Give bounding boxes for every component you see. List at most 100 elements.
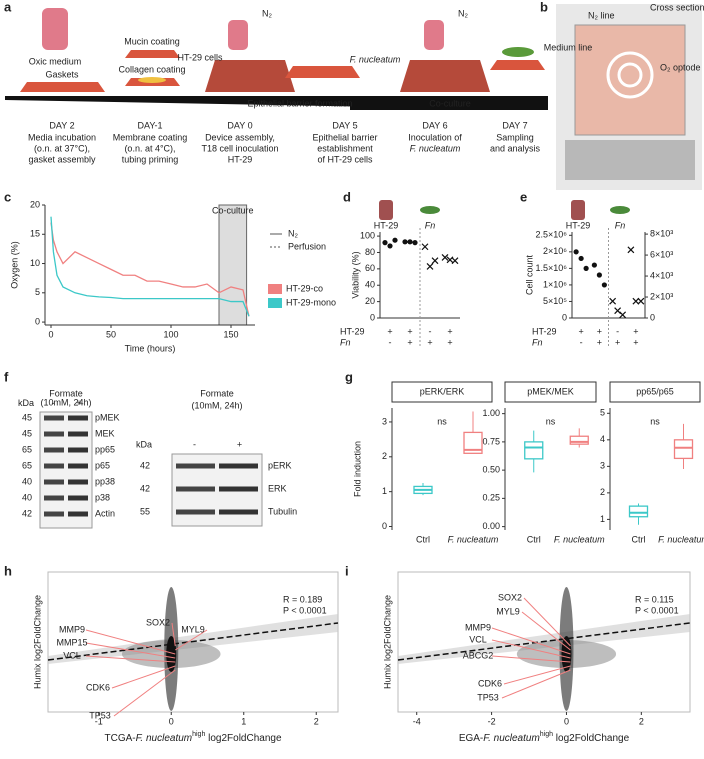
label: -	[52, 398, 55, 408]
gene-pointer	[85, 629, 176, 655]
y-tick-label: 20	[365, 296, 375, 306]
band	[68, 431, 88, 437]
day: DAY 0	[227, 120, 252, 130]
row-label: Fn	[532, 337, 543, 347]
point	[578, 255, 584, 262]
band	[68, 447, 88, 453]
band	[68, 415, 88, 421]
point	[451, 257, 459, 265]
kda-label: 65	[22, 444, 32, 454]
day-note: Membrane coating	[113, 132, 188, 142]
axis-title-part: EGA-	[459, 733, 483, 744]
day-note: T18 cell inoculation	[201, 143, 278, 153]
point	[426, 262, 434, 270]
gene-label: SOX2	[146, 617, 170, 627]
y2-tick-label: 2×10³	[650, 291, 673, 301]
bacteria-icon	[420, 206, 440, 214]
band	[68, 511, 88, 517]
legend-label: Perfusion	[288, 241, 326, 251]
significance: ns	[437, 416, 447, 426]
label: N₂	[262, 8, 272, 18]
band	[44, 415, 64, 421]
point	[392, 237, 398, 243]
legend-label: HT-29-co	[286, 283, 323, 293]
x-tick-label: Ctrl	[527, 534, 541, 544]
point	[627, 246, 635, 254]
label: N₂	[458, 8, 468, 18]
day-note: Device assembly,	[205, 132, 275, 142]
cell-icon	[379, 200, 393, 220]
axis-title-part: high	[540, 731, 553, 738]
band	[44, 447, 64, 453]
y-tick-label: 2.5×10⁶	[536, 230, 568, 240]
label: N₂ line	[588, 10, 615, 20]
y-tick-label: 0	[370, 312, 375, 322]
membrane	[285, 66, 360, 78]
gene-pointer	[85, 642, 176, 659]
band	[68, 463, 88, 469]
day-note: Sampling	[496, 132, 534, 142]
panel-a-art	[5, 8, 548, 110]
timeline	[350, 98, 548, 110]
label: F. nucleatum	[350, 54, 401, 64]
x-tick-label: 100	[163, 329, 178, 339]
point	[421, 243, 429, 251]
sign: +	[387, 326, 392, 336]
sign: +	[447, 326, 452, 336]
sign: +	[633, 326, 638, 336]
y2-tick-label: 0	[650, 312, 655, 322]
x-tick-label: 2	[639, 716, 644, 726]
y-tick-label: 2	[600, 487, 605, 497]
label: Formate	[200, 388, 234, 398]
label: Mucin coating	[124, 36, 180, 46]
axis-title-part: F. nucleatum	[483, 733, 540, 744]
device	[400, 60, 490, 92]
legend-label: HT-29-mono	[286, 297, 336, 307]
y-tick-label: 20	[30, 199, 40, 209]
sign: +	[407, 326, 412, 336]
gene-label: CDK6	[478, 678, 502, 688]
spiral	[617, 62, 643, 88]
x-tick-label: 0	[169, 716, 174, 726]
y-tick-label: 5×10⁵	[543, 296, 567, 306]
sign: +	[633, 337, 638, 347]
bacteria-icon	[610, 206, 630, 214]
plot-frame	[397, 571, 691, 713]
axis-title: TCGA-F. nucleatumhigh log2FoldChange	[104, 731, 281, 744]
box	[673, 439, 694, 460]
facet-strip	[609, 381, 701, 403]
point	[591, 262, 597, 268]
device	[205, 60, 295, 92]
panel-b-photo	[556, 4, 702, 190]
gene-pointer	[174, 629, 208, 651]
band	[44, 463, 64, 469]
axis-title: Cell count	[524, 254, 534, 295]
x-tick-label: -1	[95, 716, 103, 726]
axis-title: Oxygen (%)	[9, 241, 19, 289]
bar-label: Epithelial barrier formation	[247, 98, 352, 108]
row-label: HT-29	[532, 326, 557, 336]
label: O₂ optode	[660, 62, 701, 72]
day-note: (o.n. at 37°C),	[34, 143, 90, 153]
label: HT-29 cells	[177, 52, 223, 62]
x-tick-label: 2	[314, 716, 319, 726]
point	[407, 239, 413, 245]
panel-letter: i	[345, 563, 349, 578]
y-tick-label: 100	[360, 230, 375, 240]
x-tick-label: 0	[48, 329, 53, 339]
line	[50, 222, 250, 317]
sign: -	[429, 326, 432, 336]
gene-label: SOX2	[498, 592, 522, 602]
significance: ns	[650, 416, 660, 426]
point	[412, 240, 418, 246]
sign: +	[578, 326, 583, 336]
day-note: Epithelial barrier	[312, 132, 377, 142]
facet-title: pERK/ERK	[420, 386, 465, 396]
axis-title-part: log2FoldChange	[205, 733, 282, 744]
legend-swatch	[268, 284, 282, 294]
sign: +	[615, 337, 620, 347]
row-label: HT-29	[340, 326, 365, 336]
legend-label: N₂	[288, 228, 298, 238]
protein-label: Actin	[95, 508, 115, 518]
